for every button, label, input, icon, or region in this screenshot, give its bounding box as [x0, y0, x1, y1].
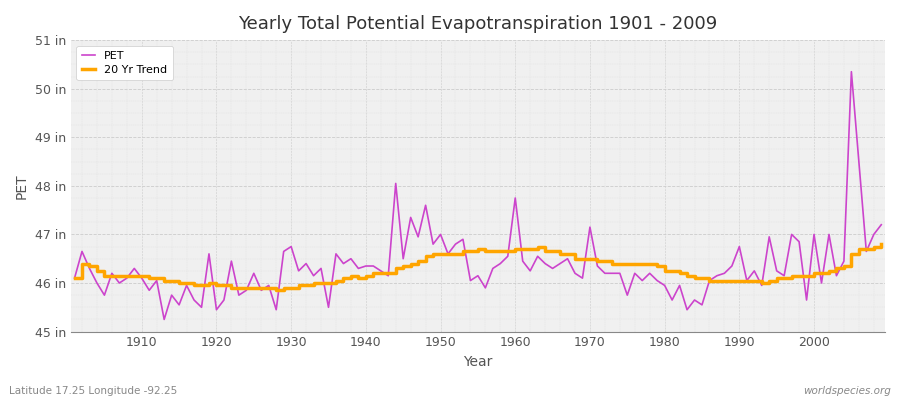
PET	[346, 256, 356, 261]
PET	[607, 271, 617, 276]
X-axis label: Year: Year	[464, 355, 492, 369]
PET	[69, 276, 80, 280]
PET	[518, 259, 528, 264]
20 Yr Trend	[129, 273, 140, 278]
20 Yr Trend	[271, 288, 282, 293]
Legend: PET, 20 Yr Trend: PET, 20 Yr Trend	[76, 46, 173, 80]
PET	[846, 69, 857, 74]
Y-axis label: PET: PET	[15, 173, 29, 199]
PET	[876, 222, 886, 227]
20 Yr Trend	[301, 283, 311, 288]
20 Yr Trend	[607, 261, 617, 266]
Line: 20 Yr Trend: 20 Yr Trend	[75, 244, 881, 290]
Text: worldspecies.org: worldspecies.org	[803, 386, 891, 396]
20 Yr Trend	[518, 246, 528, 251]
20 Yr Trend	[509, 246, 520, 251]
20 Yr Trend	[69, 276, 80, 280]
PET	[509, 196, 520, 200]
20 Yr Trend	[346, 273, 356, 278]
PET	[158, 317, 169, 322]
Title: Yearly Total Potential Evapotranspiration 1901 - 2009: Yearly Total Potential Evapotranspiratio…	[238, 15, 717, 33]
20 Yr Trend	[876, 242, 886, 246]
PET	[301, 261, 311, 266]
PET	[129, 266, 140, 271]
Line: PET: PET	[75, 72, 881, 320]
Text: Latitude 17.25 Longitude -92.25: Latitude 17.25 Longitude -92.25	[9, 386, 177, 396]
